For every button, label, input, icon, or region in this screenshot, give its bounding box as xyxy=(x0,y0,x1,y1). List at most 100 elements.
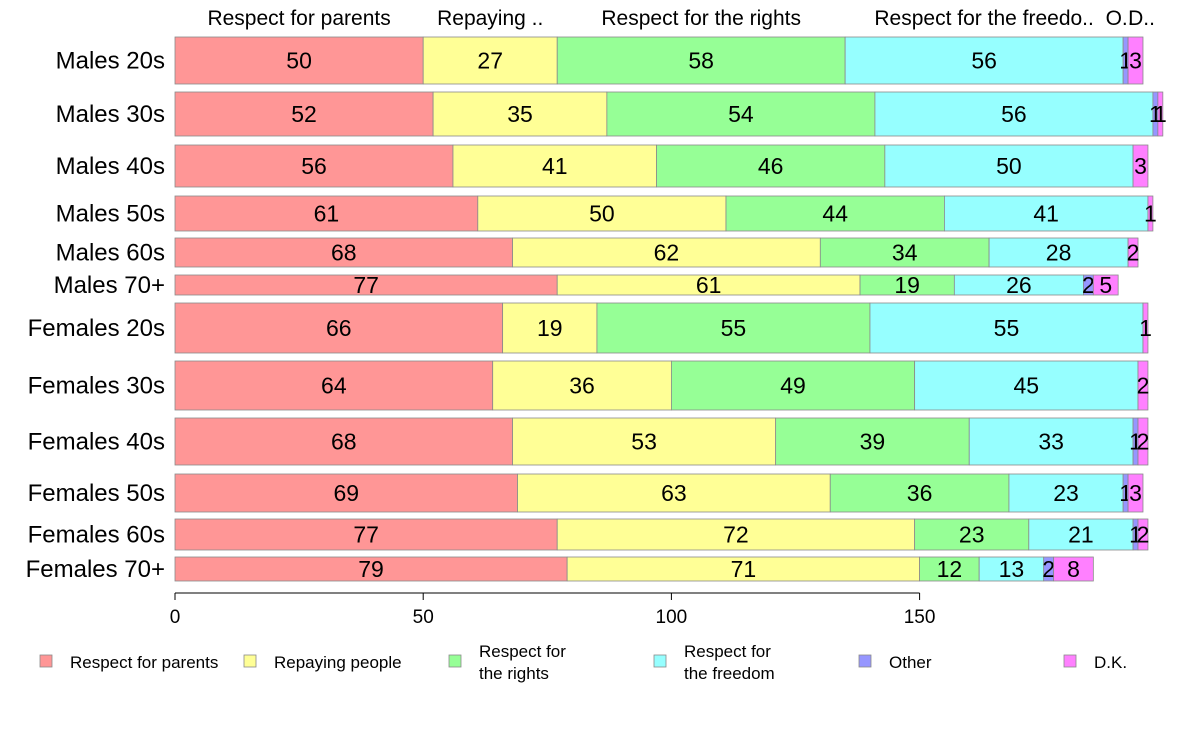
row-labels: Males 20s Males 30s Males 40s Males 50s Male… xyxy=(26,48,165,584)
bar-segment xyxy=(174,360,494,411)
data-label: 2 xyxy=(1127,240,1140,266)
data-label: 19 xyxy=(894,272,920,298)
bar-segment xyxy=(919,556,980,582)
data-label: 58 xyxy=(688,48,714,74)
bar-segment xyxy=(512,417,777,466)
bar-segment xyxy=(978,556,1045,582)
x-tick-label: 150 xyxy=(904,607,936,628)
bar-segment xyxy=(914,518,1030,551)
legend-label: Respect for xyxy=(684,642,771,661)
bar-segment xyxy=(452,144,657,188)
data-label: 3 xyxy=(1129,48,1142,74)
data-label: 36 xyxy=(907,480,933,506)
data-label: 56 xyxy=(1001,101,1027,127)
x-tick-label: 0 xyxy=(170,607,181,628)
data-label: 1 xyxy=(1144,201,1157,227)
data-label: 50 xyxy=(589,201,615,227)
x-tick-label: 50 xyxy=(413,607,434,628)
bar-segment xyxy=(477,195,727,232)
data-label: 27 xyxy=(477,48,503,74)
data-label: 36 xyxy=(569,373,595,399)
row-label: Females 40s xyxy=(28,429,165,456)
legend-label: Respect for parents xyxy=(70,653,218,672)
legend: Respect for parents Repaying people Respec… xyxy=(39,642,1127,683)
data-label: 68 xyxy=(331,429,357,455)
data-label: 45 xyxy=(1014,373,1040,399)
data-label: 61 xyxy=(696,272,722,298)
bar-segment xyxy=(1127,237,1139,268)
bar-segment xyxy=(988,237,1129,268)
column-header: Respect for parents xyxy=(207,7,390,30)
bar-segment xyxy=(844,36,1124,85)
data-label: 56 xyxy=(971,48,997,74)
data-label: 64 xyxy=(321,373,347,399)
data-label: 44 xyxy=(822,201,848,227)
data-label: 33 xyxy=(1038,429,1064,455)
data-label: 41 xyxy=(542,153,568,179)
legend-swatch xyxy=(39,654,53,668)
row-label: Females 20s xyxy=(28,315,165,342)
row-label: Males 20s xyxy=(56,48,165,75)
data-label: 55 xyxy=(721,315,747,341)
bar-segment xyxy=(422,36,558,85)
column-header: Repaying .. xyxy=(437,7,543,30)
data-label: 26 xyxy=(1006,272,1032,298)
legend-label: the rights xyxy=(479,664,549,683)
row-label: Males 50s xyxy=(56,201,165,228)
column-header: D.. xyxy=(1128,7,1155,30)
data-label: 72 xyxy=(723,522,749,548)
bar-segment xyxy=(869,302,1144,354)
data-label: 71 xyxy=(731,556,757,582)
bar-segment xyxy=(502,302,598,354)
row-label: Males 60s xyxy=(56,240,165,267)
data-label: 13 xyxy=(999,556,1025,582)
data-label: 21 xyxy=(1068,522,1094,548)
x-axis: 0 50 100 150 xyxy=(170,592,936,628)
data-label: 50 xyxy=(996,153,1022,179)
data-label: 2 xyxy=(1137,522,1150,548)
legend-swatch xyxy=(243,654,257,668)
data-label: 2 xyxy=(1137,373,1150,399)
legend-label: the freedom xyxy=(684,664,775,683)
bar-segment xyxy=(1053,556,1094,582)
bar-segment xyxy=(1142,302,1149,354)
bar-segment xyxy=(596,302,871,354)
row-label: Females 70+ xyxy=(26,556,165,583)
bar-segment xyxy=(606,91,876,137)
bar-segment xyxy=(1028,518,1134,551)
top-labels: Respect for parents Repaying .. Respect fo… xyxy=(207,7,1154,30)
data-label: 63 xyxy=(661,480,687,506)
data-label: 46 xyxy=(758,153,784,179)
row-label: Females 60s xyxy=(28,522,165,549)
bar-segment xyxy=(1147,195,1154,232)
data-label: 62 xyxy=(654,240,680,266)
row-label: Males 40s xyxy=(56,153,165,180)
legend-swatch xyxy=(653,654,667,668)
data-label: 56 xyxy=(301,153,327,179)
bar-segment xyxy=(1132,144,1149,188)
bar-segment xyxy=(884,144,1134,188)
data-label: 61 xyxy=(314,201,340,227)
bar-segment xyxy=(174,518,558,551)
column-header: Respect for the freedo.. xyxy=(874,7,1093,30)
bar-segment xyxy=(432,91,608,137)
data-label: 28 xyxy=(1046,240,1072,266)
bar-segment xyxy=(1137,360,1149,411)
legend-label: Repaying people xyxy=(274,653,402,672)
bar-segment xyxy=(1127,36,1144,85)
row-label: Males 70+ xyxy=(54,272,165,299)
bar-segment xyxy=(174,195,479,232)
x-tick-label: 100 xyxy=(656,607,688,628)
row-label: Females 30s xyxy=(28,373,165,400)
bar-segment xyxy=(1137,518,1149,551)
data-label: 52 xyxy=(291,101,317,127)
data-label: 23 xyxy=(959,522,985,548)
data-label: 23 xyxy=(1053,480,1079,506)
legend-swatch xyxy=(448,654,462,668)
legend-label: Respect for xyxy=(479,642,566,661)
bar-segment xyxy=(819,237,990,268)
data-label: 1 xyxy=(1154,101,1167,127)
bar-segment xyxy=(1127,473,1144,513)
data-label: 2 xyxy=(1042,556,1055,582)
bar-segment xyxy=(1092,274,1119,296)
